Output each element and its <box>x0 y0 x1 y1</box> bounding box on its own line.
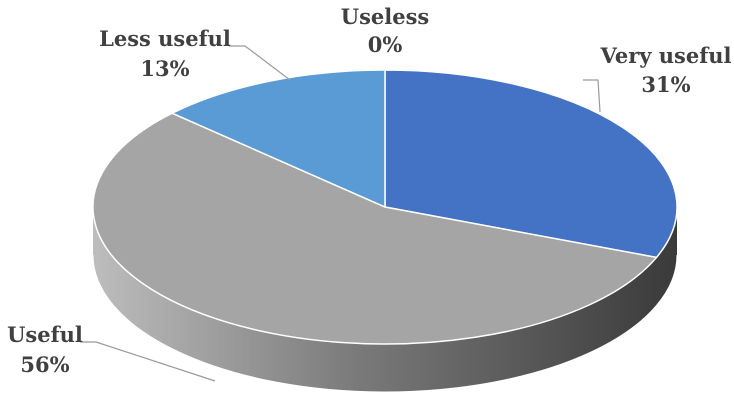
label-very-useful-name: Very useful <box>599 43 731 68</box>
leader-line-very-useful <box>583 79 601 113</box>
label-less-useful-value: 13% <box>140 56 189 81</box>
pie-side-wall <box>92 207 678 393</box>
pie-slice-very-useful <box>384 69 678 259</box>
leader-line-less-useful <box>229 45 291 81</box>
pie-slices <box>92 69 678 345</box>
leader-line-useful <box>80 341 216 382</box>
label-less-useful-name: Less useful <box>99 26 231 51</box>
pie-slice-less-useful <box>170 69 386 209</box>
pie-slice-useful <box>92 112 658 345</box>
pie-side-edge <box>92 254 678 393</box>
label-very-useful-value: 31% <box>641 72 690 97</box>
label-useful-value: 56% <box>20 352 69 377</box>
label-useful-name: Useful <box>7 322 83 347</box>
pie-side-surface <box>93 207 677 392</box>
label-useless-value: 0% <box>368 32 403 57</box>
label-useless-name: Useless <box>341 4 429 29</box>
